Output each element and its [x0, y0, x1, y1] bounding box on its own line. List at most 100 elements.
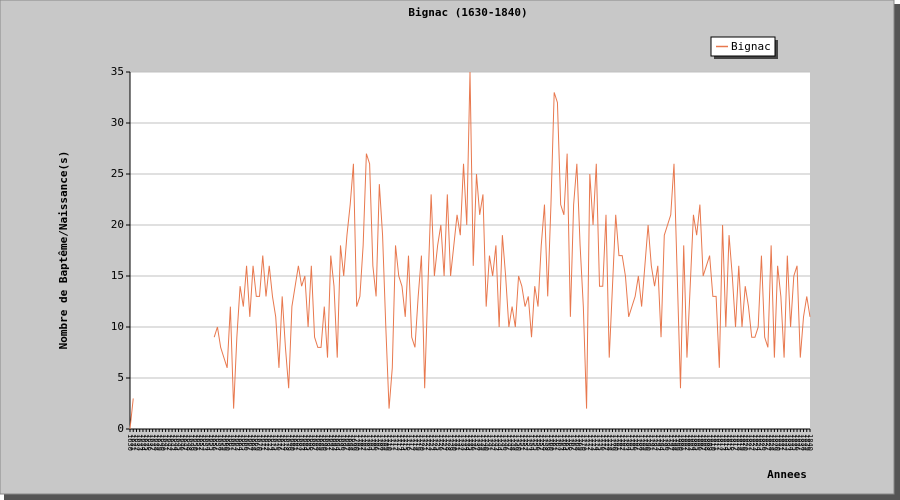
x-tick-label: 1743 [492, 434, 500, 451]
x-tick-label: 1797 [667, 434, 675, 451]
x-tick-label: 1803 [686, 434, 694, 451]
y-tick-label: 35 [111, 65, 124, 78]
x-tick-label: 1736 [469, 434, 477, 451]
x-tick-label: 1727 [440, 434, 448, 451]
chart-title: Bignac (1630-1840) [408, 6, 527, 19]
x-tick-label: 1682 [294, 434, 302, 451]
x-tick-label: 1672 [262, 434, 270, 451]
x-tick-label: 1840 [806, 434, 814, 451]
x-tick-label: 1694 [333, 434, 341, 451]
x-tick-label: 1832 [780, 434, 788, 451]
x-tick-label: 1683 [298, 434, 306, 451]
x-tick-label: 1753 [524, 434, 532, 451]
x-tick-label: 1662 [230, 434, 238, 451]
x-tick-label: 1771 [583, 434, 591, 451]
x-tick-label: 1637 [149, 434, 157, 451]
x-tick-label: 1716 [404, 434, 412, 451]
x-tick-label: 1737 [472, 434, 480, 451]
x-tick-label: 1724 [430, 434, 438, 451]
x-tick-label: 1690 [320, 434, 328, 451]
x-tick-label: 1704 [366, 434, 374, 451]
x-tick-label: 1686 [307, 434, 315, 451]
x-tick-label: 1765 [563, 434, 571, 451]
x-tick-label: 1811 [712, 434, 720, 451]
x-tick-label: 1808 [702, 434, 710, 451]
x-tick-label: 1783 [621, 434, 629, 451]
x-tick-label: 1653 [200, 434, 208, 451]
x-tick-label: 1769 [576, 434, 584, 451]
x-tick-label: 1677 [278, 434, 286, 451]
x-tick-label: 1679 [285, 434, 293, 451]
x-tick-label: 1719 [414, 434, 422, 451]
y-tick-label: 25 [111, 167, 124, 180]
x-tick-label: 1835 [790, 434, 798, 451]
x-axis-label: Annees [767, 468, 807, 481]
x-tick-label: 1812 [715, 434, 723, 451]
x-tick-label: 1710 [385, 434, 393, 451]
x-tick-label: 1665 [239, 434, 247, 451]
x-tick-label: 1648 [184, 434, 192, 451]
x-tick-label: 1633 [136, 434, 144, 451]
x-tick-label: 1742 [489, 434, 497, 451]
x-tick-label: 1745 [498, 434, 506, 451]
x-tick-label: 1725 [434, 434, 442, 451]
x-tick-label: 1781 [615, 434, 623, 451]
x-tick-label: 1728 [443, 434, 451, 451]
x-tick-label: 1790 [644, 434, 652, 451]
x-tick-label: 1696 [340, 434, 348, 451]
x-tick-label: 1750 [515, 434, 523, 451]
x-tick-label: 1709 [382, 434, 390, 451]
x-tick-label: 1774 [592, 434, 600, 451]
x-tick-label: 1638 [152, 434, 160, 451]
x-tick-label: 1775 [596, 434, 604, 451]
x-tick-label: 1711 [388, 434, 396, 451]
x-tick-label: 1795 [660, 434, 668, 451]
x-tick-label: 1831 [777, 434, 785, 451]
x-tick-label: 1793 [654, 434, 662, 451]
x-tick-label: 1706 [372, 434, 380, 451]
x-tick-label: 1668 [249, 434, 257, 451]
x-tick-label: 1635 [142, 434, 150, 451]
x-tick-label: 1671 [259, 434, 267, 451]
x-tick-label: 1659 [220, 434, 228, 451]
y-tick-label: 0 [117, 422, 124, 435]
x-tick-label: 1809 [706, 434, 714, 451]
x-tick-label: 1768 [573, 434, 581, 451]
x-tick-label: 1721 [421, 434, 429, 451]
x-tick-label: 1718 [411, 434, 419, 451]
series-line [129, 71, 811, 430]
x-tick-label: 1646 [178, 434, 186, 451]
x-tick-label: 1763 [557, 434, 565, 451]
x-tick-label: 1770 [579, 434, 587, 451]
x-tick-label: 1752 [521, 434, 529, 451]
x-tick-label: 1730 [450, 434, 458, 451]
x-tick-label: 1674 [268, 434, 276, 451]
x-tick-label: 1639 [155, 434, 163, 451]
x-tick-label: 1754 [528, 434, 536, 451]
x-tick-label: 1700 [353, 434, 361, 451]
x-tick-label: 1787 [634, 434, 642, 451]
x-tick-label: 1652 [197, 434, 205, 451]
x-tick-label: 1720 [417, 434, 425, 451]
x-tick-label: 1681 [291, 434, 299, 451]
x-tick-label: 1734 [463, 434, 471, 451]
x-tick-label: 1749 [511, 434, 519, 451]
x-tick-label: 1667 [246, 434, 254, 451]
x-tick-label: 1699 [349, 434, 357, 451]
x-tick-label: 1660 [223, 434, 231, 451]
x-tick-label: 1757 [537, 434, 545, 451]
x-tick-label: 1784 [625, 434, 633, 451]
x-tick-label: 1698 [346, 434, 354, 451]
x-tick-label: 1689 [317, 434, 325, 451]
x-tick-label: 1632 [132, 434, 140, 451]
x-tick-label: 1741 [485, 434, 493, 451]
legend [710, 36, 776, 57]
x-tick-label: 1827 [764, 434, 772, 451]
x-tick-label: 1833 [783, 434, 791, 451]
x-tick-label: 1792 [651, 434, 659, 451]
x-tick-label: 1731 [453, 434, 461, 451]
x-tick-label: 1630 [126, 434, 134, 451]
x-tick-label: 1756 [534, 434, 542, 451]
